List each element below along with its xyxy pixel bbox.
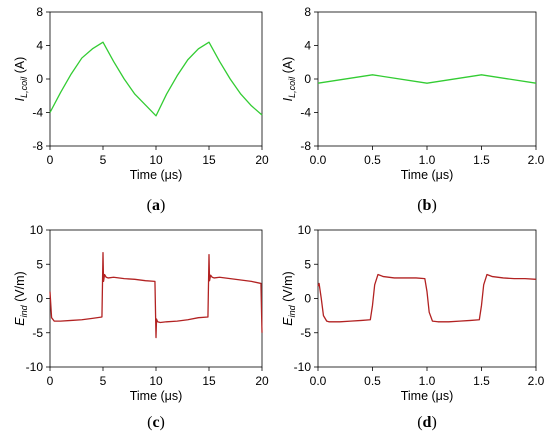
y-axis-label: IL,coil (A)	[13, 57, 29, 102]
x-tick-label: 5	[100, 374, 107, 388]
x-tick-label: 1.5	[473, 374, 490, 388]
x-axis-label: Time (μs)	[130, 389, 183, 403]
x-tick-label: 5	[100, 153, 107, 167]
panel-a: -8 -4 0 4 8 0 5 10 15 20 Time (μs) IL,coil (A) (a)	[13, 5, 269, 214]
x-tick-label: 15	[202, 153, 216, 167]
x-axis-label: Time (μs)	[130, 168, 183, 182]
panel-b: -8 -4 0 4 8 0.0 0.5 1.0 1.5 2.0 Time (μs) IL,coil (…	[281, 5, 545, 214]
x-tick-label: 0.5	[364, 153, 381, 167]
y-tick-label: -5	[300, 326, 311, 340]
y-tick-label: 5	[304, 257, 311, 271]
y-tick-label: 0	[304, 72, 311, 86]
y-tick-label: 5	[36, 257, 43, 271]
y-axis-label: IL,coil (A)	[281, 57, 297, 102]
x-tick-label: 20	[255, 153, 269, 167]
panel-label: (a)	[147, 197, 166, 214]
x-axis-label: Time (μs)	[401, 389, 454, 403]
x-tick-label: 20	[255, 374, 269, 388]
panel-label: (c)	[147, 414, 165, 431]
series-line	[49, 41, 263, 117]
x-tick-label: 0	[47, 374, 54, 388]
y-tick-label: -10	[294, 360, 312, 374]
y-tick-label: 8	[304, 5, 311, 19]
y-axis-label: Eind (V/m)	[13, 271, 29, 325]
x-tick-label: 1.0	[419, 153, 436, 167]
y-tick-label: 0	[36, 72, 43, 86]
x-tick-label: 10	[149, 374, 163, 388]
x-tick-label: 0.0	[310, 153, 327, 167]
y-tick-label: 0	[36, 292, 43, 306]
y-tick-label: -8	[32, 139, 43, 153]
x-tick-label: 0.5	[364, 374, 381, 388]
y-tick-label: -5	[32, 326, 43, 340]
series-line	[317, 273, 537, 323]
y-tick-label: -4	[32, 106, 43, 120]
x-axis-label: Time (μs)	[401, 168, 454, 182]
panel-d: -10 -5 0 5 10 0.0 0.5 1.0 1.5 2.0 Time (μs) Eind (V…	[281, 223, 545, 431]
y-tick-label: -4	[300, 106, 311, 120]
y-tick-label: 8	[36, 5, 43, 19]
y-axis-label: Eind (V/m)	[281, 271, 297, 325]
x-tick-label: 15	[202, 374, 216, 388]
y-tick-label: -10	[26, 360, 44, 374]
y-tick-label: -8	[300, 139, 311, 153]
y-tick-label: 4	[304, 39, 311, 53]
x-tick-label: 1.5	[473, 153, 490, 167]
series-line	[317, 74, 537, 84]
x-tick-label: 2.0	[528, 153, 545, 167]
x-tick-label: 10	[149, 153, 163, 167]
y-tick-label: 0	[304, 292, 311, 306]
y-tick-label: 10	[30, 223, 44, 237]
x-tick-label: 2.0	[528, 374, 545, 388]
y-tick-label: 4	[36, 39, 43, 53]
x-tick-label: 0	[47, 153, 54, 167]
panel-c: -10 -5 0 5 10 0 5 10 15 20 Time (μs) Eind (V/m) (c)	[13, 223, 269, 431]
x-tick-label: 1.0	[419, 374, 436, 388]
series-line	[49, 251, 263, 339]
x-tick-label: 0.0	[310, 374, 327, 388]
panel-label: (b)	[417, 197, 437, 214]
y-tick-label: 10	[298, 223, 312, 237]
panel-label: (d)	[417, 414, 437, 431]
